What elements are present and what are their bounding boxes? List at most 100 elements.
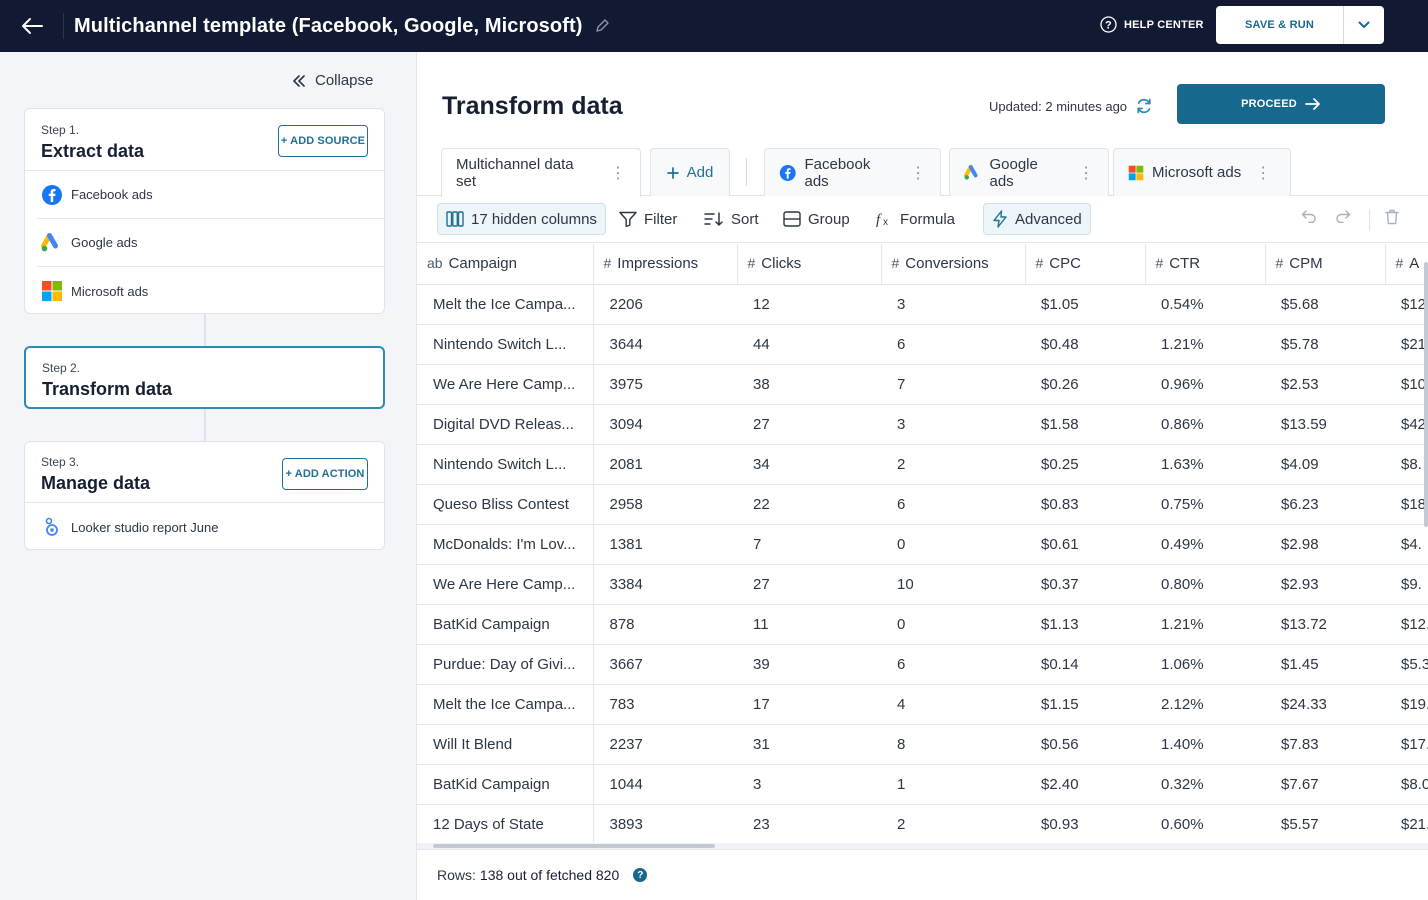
table-row[interactable]: Nintendo Switch L... 2081 34 2 $0.25 1.63% $4.… [417, 444, 1428, 485]
table-cell[interactable]: 0.96% [1145, 364, 1265, 405]
table-cell[interactable]: 1381 [593, 524, 737, 565]
table-cell[interactable]: $19. [1385, 684, 1428, 725]
help-center-link[interactable]: ? HELP CENTER [1100, 16, 1204, 33]
table-cell[interactable]: 23 [737, 804, 881, 844]
table-cell[interactable]: 6 [881, 484, 1025, 525]
table-row[interactable]: Nintendo Switch L... 3644 44 6 $0.48 1.21% $5.… [417, 324, 1428, 365]
table-cell[interactable]: $0.26 [1025, 364, 1145, 405]
tab-facebook-ads[interactable]: Facebook ads ⋮ [764, 148, 941, 196]
table-cell[interactable]: Nintendo Switch L... [417, 324, 594, 365]
table-cell[interactable]: 31 [737, 724, 881, 765]
table-cell[interactable]: $5.3 [1385, 644, 1428, 685]
table-cell[interactable]: 3667 [593, 644, 737, 685]
table-cell[interactable]: We Are Here Camp... [417, 564, 594, 605]
table-row[interactable]: Purdue: Day of Givi... 3667 39 6 $0.14 1.06% $… [417, 644, 1428, 685]
table-cell[interactable]: 17 [737, 684, 881, 725]
table-cell[interactable]: 0 [881, 604, 1025, 645]
table-cell[interactable]: Purdue: Day of Givi... [417, 644, 594, 685]
table-cell[interactable]: $6.23 [1265, 484, 1385, 525]
action-item-looker[interactable]: Looker studio report June [37, 503, 384, 551]
table-cell[interactable]: $0.14 [1025, 644, 1145, 685]
table-cell[interactable]: 2237 [593, 724, 737, 765]
table-cell[interactable]: 34 [737, 444, 881, 485]
table-cell[interactable]: 1044 [593, 764, 737, 805]
table-cell[interactable]: 2206 [593, 284, 737, 325]
table-cell[interactable]: $5.57 [1265, 804, 1385, 844]
table-cell[interactable]: 878 [593, 604, 737, 645]
table-row[interactable]: BatKid Campaign 1044 3 1 $2.40 0.32% $7.67 $8.0 [417, 764, 1428, 805]
table-cell[interactable]: Melt the Ice Campa... [417, 684, 594, 725]
table-cell[interactable]: 1.06% [1145, 644, 1265, 685]
table-cell[interactable]: 0.80% [1145, 564, 1265, 605]
table-cell[interactable]: $21 [1385, 324, 1428, 365]
table-row[interactable]: We Are Here Camp... 3384 27 10 $0.37 0.80% $2.… [417, 564, 1428, 605]
table-cell[interactable]: $2.53 [1265, 364, 1385, 405]
advanced-button[interactable]: Advanced [983, 203, 1091, 235]
table-cell[interactable]: 3893 [593, 804, 737, 844]
table-cell[interactable]: $1.15 [1025, 684, 1145, 725]
tab-microsoft-ads[interactable]: Microsoft ads ⋮ [1113, 148, 1291, 196]
table-cell[interactable]: $5.78 [1265, 324, 1385, 365]
table-cell[interactable]: 6 [881, 644, 1025, 685]
table-cell[interactable]: 2 [881, 804, 1025, 844]
table-cell[interactable]: $12. [1385, 604, 1428, 645]
table-cell[interactable]: $1.58 [1025, 404, 1145, 445]
table-row[interactable]: Melt the Ice Campa... 783 17 4 $1.15 2.12% $24… [417, 684, 1428, 725]
redo-button[interactable] [1335, 209, 1351, 223]
column-header[interactable]: # CPC [1025, 244, 1146, 285]
table-cell[interactable]: 0 [881, 524, 1025, 565]
table-cell[interactable]: 27 [737, 404, 881, 445]
table-cell[interactable]: 2.12% [1145, 684, 1265, 725]
add-source-button[interactable]: + ADD SOURCE [278, 125, 368, 157]
table-cell[interactable]: 3 [881, 404, 1025, 445]
tab-multichannel-data-set[interactable]: Multichannel data set ⋮ [441, 148, 641, 197]
table-cell[interactable]: $0.25 [1025, 444, 1145, 485]
add-tab-button[interactable]: Add [650, 148, 730, 196]
table-cell[interactable]: $8. [1385, 444, 1428, 485]
source-item-facebook[interactable]: Facebook ads [37, 171, 384, 219]
table-cell[interactable]: 2 [881, 444, 1025, 485]
table-cell[interactable]: 7 [737, 524, 881, 565]
table-cell[interactable]: $10 [1385, 364, 1428, 405]
table-cell[interactable]: 12 [737, 284, 881, 325]
table-cell[interactable]: 3975 [593, 364, 737, 405]
table-cell[interactable]: $0.48 [1025, 324, 1145, 365]
step-transform-card[interactable]: Step 2. Transform data [24, 346, 385, 409]
table-cell[interactable]: 39 [737, 644, 881, 685]
save-options-button[interactable] [1344, 6, 1384, 44]
table-cell[interactable]: $4. [1385, 524, 1428, 565]
table-cell[interactable]: 38 [737, 364, 881, 405]
table-cell[interactable]: $0.93 [1025, 804, 1145, 844]
table-cell[interactable]: $17. [1385, 724, 1428, 765]
table-cell[interactable]: 3384 [593, 564, 737, 605]
table-cell[interactable]: BatKid Campaign [417, 764, 594, 805]
table-row[interactable]: BatKid Campaign 878 11 0 $1.13 1.21% $13.72 $12… [417, 604, 1428, 645]
column-header[interactable]: # A [1385, 244, 1428, 285]
table-cell[interactable]: 0.86% [1145, 404, 1265, 445]
table-cell[interactable]: $7.83 [1265, 724, 1385, 765]
tab-google-ads[interactable]: Google ads ⋮ [949, 148, 1109, 196]
table-cell[interactable]: 7 [881, 364, 1025, 405]
table-cell[interactable]: $42 [1385, 404, 1428, 445]
table-cell[interactable]: 2081 [593, 444, 737, 485]
more-options-icon[interactable]: ⋮ [910, 164, 926, 182]
column-header[interactable]: # Conversions [881, 244, 1026, 285]
more-options-icon[interactable]: ⋮ [1255, 164, 1272, 182]
table-cell[interactable]: We Are Here Camp... [417, 364, 594, 405]
table-cell[interactable]: Nintendo Switch L... [417, 444, 594, 485]
table-cell[interactable]: BatKid Campaign [417, 604, 594, 645]
table-cell[interactable]: 10 [881, 564, 1025, 605]
table-cell[interactable]: 0.54% [1145, 284, 1265, 325]
table-cell[interactable]: McDonalds: I'm Lov... [417, 524, 594, 565]
table-cell[interactable]: 783 [593, 684, 737, 725]
table-cell[interactable]: 0.32% [1145, 764, 1265, 805]
table-cell[interactable]: Melt the Ice Campa... [417, 284, 594, 325]
add-action-button[interactable]: + ADD ACTION [282, 458, 368, 490]
table-cell[interactable]: $24.33 [1265, 684, 1385, 725]
table-cell[interactable]: $21. [1385, 804, 1428, 844]
table-row[interactable]: Melt the Ice Campa... 2206 12 3 $1.05 0.54% $5… [417, 284, 1428, 325]
collapse-button[interactable]: Collapse [292, 72, 373, 89]
table-cell[interactable]: $0.56 [1025, 724, 1145, 765]
table-cell[interactable]: 8 [881, 724, 1025, 765]
